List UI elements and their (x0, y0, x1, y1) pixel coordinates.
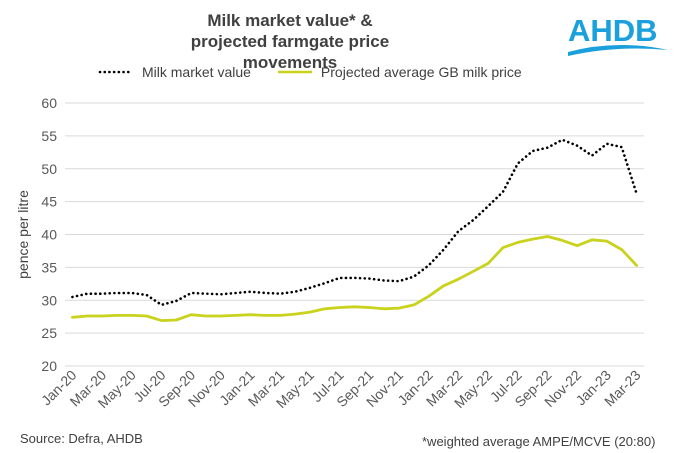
legend-swatch-mmv (98, 70, 134, 74)
y-tick-label-60: 60 (41, 95, 57, 111)
y-axis-label: pence per litre (15, 190, 31, 279)
x-tick-label-Nov-20: Nov-20 (185, 367, 228, 410)
chart-title-line2: projected farmgate price movements (190, 32, 390, 72)
ahdb-logo: AHDB (568, 13, 668, 56)
x-tick-label-Jan-21: Jan-21 (216, 367, 258, 409)
y-tick-label-30: 30 (41, 292, 57, 308)
x-tick-label-Sep-21: Sep-21 (333, 367, 376, 410)
x-tick-label-Nov-21: Nov-21 (363, 367, 406, 410)
legend-label-gb: Projected average GB milk price (320, 64, 522, 80)
x-tick-label-May-20: May-20 (95, 367, 139, 411)
chart-title-line1: Milk market value* & (207, 11, 373, 30)
x-tick-label-Mar-20: Mar-20 (67, 367, 110, 410)
y-tick-label-40: 40 (41, 227, 57, 243)
legend-item-gb: Projected average GB milk price (277, 64, 522, 80)
x-tick-label-May-22: May-22 (451, 367, 495, 411)
legend: Milk market value Projected average GB m… (98, 64, 548, 80)
logo-text: AHDB (568, 13, 658, 48)
legend-item-mmv: Milk market value (98, 64, 251, 80)
x-tick-label-Jan-22: Jan-22 (394, 367, 436, 409)
series-line-milk-market-value (71, 138, 638, 307)
x-tick-label-Mar-22: Mar-22 (423, 367, 466, 410)
weighting-note: *weighted average AMPE/MCVE (20:80) (422, 434, 656, 449)
x-tick-label-Jul-20: Jul-20 (130, 367, 168, 405)
x-tick-label-Jul-22: Jul-22 (487, 367, 525, 405)
x-tick-label-Nov-22: Nov-22 (541, 367, 584, 410)
x-tick-label-Jan-23: Jan-23 (572, 367, 614, 409)
y-tick-label-20: 20 (41, 358, 57, 374)
y-tick-label-55: 55 (41, 128, 57, 144)
x-tick-label-Sep-20: Sep-20 (155, 367, 198, 410)
y-tick-label-25: 25 (41, 325, 57, 341)
y-tick-label-45: 45 (41, 194, 57, 210)
source-note: Source: Defra, AHDB (20, 431, 143, 446)
x-tick-label-Mar-21: Mar-21 (245, 367, 288, 410)
series-line-gb-milk-price (71, 235, 638, 322)
x-tick-label-Mar-23: Mar-23 (601, 367, 644, 410)
x-tick-label-Jul-21: Jul-21 (308, 367, 346, 405)
y-tick-label-35: 35 (41, 259, 57, 275)
logo-swoosh (568, 44, 668, 56)
x-tick-label-Sep-22: Sep-22 (511, 367, 554, 410)
legend-swatch-gb (277, 70, 312, 74)
chart-title: Milk market value* & projected farmgate … (150, 10, 430, 73)
y-tick-label-50: 50 (41, 161, 57, 177)
legend-label-mmv: Milk market value (142, 64, 251, 80)
x-tick-label-Jan-20: Jan-20 (38, 367, 80, 409)
x-tick-label-May-21: May-21 (273, 367, 317, 411)
